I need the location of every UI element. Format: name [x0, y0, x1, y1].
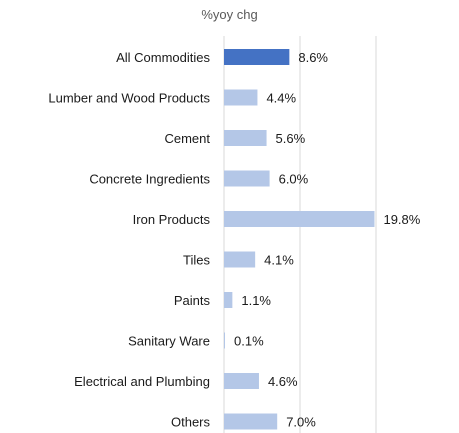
bar — [224, 251, 256, 268]
category-label: Paints — [174, 293, 211, 308]
bar — [224, 332, 225, 349]
category-label: Sanitary Ware — [128, 334, 210, 349]
value-label: 7.0% — [286, 415, 316, 430]
value-label: 19.8% — [383, 212, 420, 227]
category-label: Tiles — [183, 253, 210, 268]
bar — [224, 130, 267, 146]
category-label: Electrical and Plumbing — [74, 374, 210, 389]
category-label: Concrete Ingredients — [89, 172, 210, 187]
category-label: Iron Products — [133, 212, 211, 227]
value-label: 4.4% — [266, 91, 296, 106]
bar — [224, 373, 259, 389]
bar — [224, 413, 278, 430]
bar — [224, 170, 270, 187]
bar — [224, 211, 375, 227]
value-label: 6.0% — [279, 172, 309, 187]
value-label: 1.1% — [241, 293, 271, 308]
category-label: Others — [171, 415, 211, 430]
value-label: 4.6% — [268, 374, 298, 389]
value-label: 4.1% — [264, 253, 294, 268]
bar — [224, 292, 233, 308]
value-label: 5.6% — [276, 131, 306, 146]
chart-title: %yoy chg — [201, 7, 258, 22]
category-label: Cement — [164, 131, 210, 146]
category-label: All Commodities — [116, 50, 210, 65]
bar — [224, 89, 258, 106]
bar — [224, 49, 290, 65]
category-label: Lumber and Wood Products — [48, 91, 210, 106]
value-label: 0.1% — [234, 334, 264, 349]
value-label: 8.6% — [298, 50, 328, 65]
